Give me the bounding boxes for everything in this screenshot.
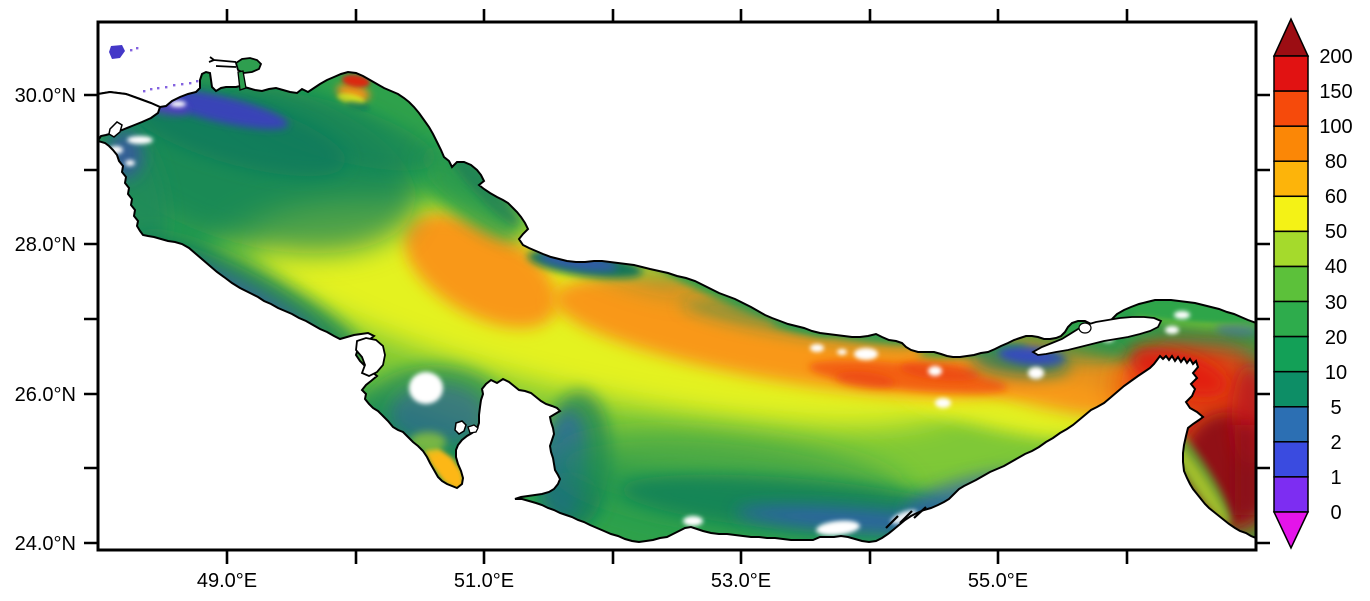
svg-text:30: 30: [1325, 292, 1347, 314]
svg-text:55.0°E: 55.0°E: [968, 570, 1028, 592]
svg-text:51.0°E: 51.0°E: [454, 570, 514, 592]
svg-text:60: 60: [1325, 186, 1347, 208]
svg-text:53.0°E: 53.0°E: [711, 570, 771, 592]
svg-text:150: 150: [1319, 81, 1352, 103]
svg-text:10: 10: [1325, 362, 1347, 384]
svg-text:20: 20: [1325, 327, 1347, 349]
svg-text:30.0°N: 30.0°N: [15, 85, 76, 107]
svg-text:28.0°N: 28.0°N: [15, 234, 76, 256]
svg-text:80: 80: [1325, 151, 1347, 173]
svg-text:26.0°N: 26.0°N: [15, 384, 76, 406]
svg-text:24.0°N: 24.0°N: [15, 533, 76, 555]
svg-text:2: 2: [1330, 432, 1341, 454]
svg-text:200: 200: [1319, 46, 1352, 68]
svg-text:50: 50: [1325, 221, 1347, 243]
svg-text:1: 1: [1330, 467, 1341, 489]
svg-text:49.0°E: 49.0°E: [197, 570, 257, 592]
svg-text:100: 100: [1319, 116, 1352, 138]
svg-text:0: 0: [1330, 502, 1341, 524]
svg-text:5: 5: [1330, 397, 1341, 419]
svg-text:40: 40: [1325, 256, 1347, 278]
